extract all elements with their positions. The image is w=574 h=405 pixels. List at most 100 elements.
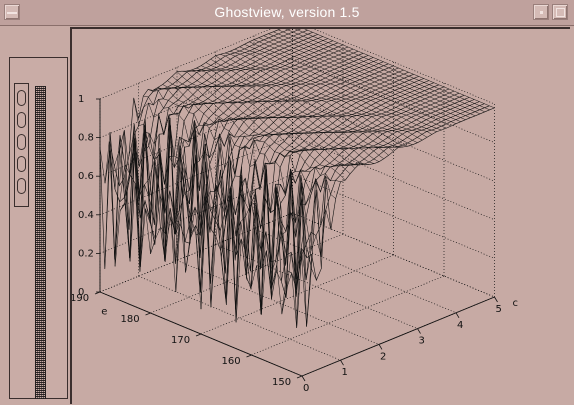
surface-line-c bbox=[114, 117, 317, 315]
page-thumbnail-3[interactable] bbox=[17, 134, 26, 150]
surface-line-c bbox=[123, 119, 327, 270]
surface-line-c bbox=[225, 52, 428, 138]
grid-line bbox=[176, 260, 380, 345]
surface-line-c bbox=[278, 29, 481, 115]
e-tick-label: 170 bbox=[171, 335, 190, 346]
surface-line-c bbox=[157, 87, 360, 166]
c-tick-label: 2 bbox=[380, 351, 386, 362]
surface-line-e bbox=[99, 29, 281, 270]
surface-plot: 0 0.2 0.4 0.6 0.8 1 190 180 170 160 150 e 0 1 2 3 4 5c bbox=[72, 29, 518, 394]
surface-line-c bbox=[104, 119, 308, 329]
surface-line-c bbox=[210, 58, 413, 145]
surface-line-c bbox=[294, 29, 490, 111]
e-tick-label: 180 bbox=[121, 314, 140, 325]
e-tick-label: 150 bbox=[272, 377, 291, 388]
window-menu-icon bbox=[7, 12, 17, 14]
c-tick bbox=[417, 328, 421, 334]
c-tick-label: 3 bbox=[419, 336, 425, 347]
grid-line bbox=[292, 135, 495, 221]
minimize-icon bbox=[540, 11, 543, 14]
z-tick-label: 0.2 bbox=[78, 248, 94, 259]
surface-line-c bbox=[176, 71, 380, 162]
page-thumbnail-1[interactable] bbox=[17, 90, 26, 106]
surface-line-c bbox=[99, 132, 303, 315]
surface-line-c bbox=[200, 65, 404, 148]
grid-line bbox=[292, 96, 495, 182]
window-menu-button[interactable] bbox=[4, 4, 20, 20]
c-axis-label: c bbox=[513, 298, 519, 309]
e-tick bbox=[94, 291, 101, 295]
surface-line-e bbox=[276, 97, 470, 280]
grid-line bbox=[138, 275, 341, 361]
z-tick-label: 1 bbox=[78, 94, 84, 105]
c-tick-label: 0 bbox=[303, 383, 309, 394]
c-tick bbox=[494, 296, 498, 303]
c-tick-label: 1 bbox=[342, 367, 348, 378]
surface-line-c bbox=[109, 138, 312, 327]
axis-labels: 0 0.2 0.4 0.6 0.8 1 190 180 170 160 150 e 0 1 2 3 4 5c bbox=[72, 94, 518, 394]
surface-mesh bbox=[99, 29, 495, 329]
page-thumbnails[interactable] bbox=[14, 83, 29, 207]
surface-line-c bbox=[138, 102, 341, 182]
z-tick-label: 0.4 bbox=[78, 210, 94, 221]
c-tick-label: 5 bbox=[496, 304, 502, 315]
surface-line-c bbox=[273, 31, 476, 117]
surface-line-c bbox=[229, 51, 433, 135]
document-viewport[interactable]: 0 0.2 0.4 0.6 0.8 1 190 180 170 160 150 e 0 1 2 3 4 5c bbox=[70, 27, 570, 404]
grid-line bbox=[313, 29, 495, 105]
e-tick bbox=[296, 375, 303, 379]
surface-line-c bbox=[172, 76, 375, 164]
page-thumbnail-2[interactable] bbox=[17, 112, 26, 128]
c-tick bbox=[301, 375, 306, 382]
e-tick bbox=[246, 354, 252, 358]
surface-line-c bbox=[239, 46, 442, 131]
surface-line-c bbox=[234, 48, 437, 132]
c-tick bbox=[378, 344, 383, 350]
surface-line-c bbox=[268, 33, 471, 118]
e-tick bbox=[195, 333, 202, 337]
page-thumbnail-4[interactable] bbox=[17, 156, 26, 172]
z-tick-label: 0.8 bbox=[78, 133, 94, 144]
surface-line-c bbox=[181, 70, 384, 160]
surface-line-c bbox=[167, 80, 370, 165]
surface-line-c bbox=[263, 35, 466, 120]
window-titlebar: Ghostview, version 1.5 bbox=[0, 0, 574, 26]
surface-line-c bbox=[215, 55, 418, 143]
surface-line-c bbox=[143, 95, 346, 181]
e-axis-label: e bbox=[101, 306, 107, 317]
grid-line bbox=[292, 174, 495, 259]
c-axis bbox=[301, 296, 495, 377]
window-title: Ghostview, version 1.5 bbox=[214, 4, 360, 20]
surface-line-c bbox=[196, 67, 399, 148]
surface-line-c bbox=[258, 37, 461, 122]
surface-line-c bbox=[152, 88, 356, 169]
page-thumbnail-5[interactable] bbox=[17, 178, 26, 194]
table-of-contents-scrollbar-texture bbox=[36, 86, 45, 399]
minimize-button[interactable] bbox=[533, 4, 549, 20]
surface-line-c bbox=[253, 39, 457, 124]
surface-line-c bbox=[128, 132, 332, 230]
c-tick-label: 4 bbox=[457, 320, 463, 331]
surface-line-c bbox=[285, 29, 485, 113]
surface-line-c bbox=[186, 70, 389, 156]
c-tick bbox=[340, 359, 344, 366]
surface-line-c bbox=[205, 62, 408, 147]
c-tick bbox=[455, 312, 460, 319]
grid-line bbox=[292, 212, 495, 298]
e-tick bbox=[145, 312, 151, 316]
z-tick-label: 0.6 bbox=[78, 171, 94, 182]
surface-line-c bbox=[249, 41, 452, 127]
grid-line bbox=[215, 244, 418, 329]
z-tick-label: 0 bbox=[78, 287, 84, 298]
e-tick-label: 190 bbox=[72, 293, 89, 304]
maximize-icon bbox=[556, 8, 565, 17]
maximize-button[interactable] bbox=[552, 4, 568, 20]
surface-line-e bbox=[135, 38, 328, 220]
surface-line-c bbox=[244, 44, 447, 129]
surface-line-c bbox=[148, 89, 351, 174]
surface-line-c bbox=[304, 29, 495, 109]
surface-line-c bbox=[220, 54, 423, 141]
surface-line-c bbox=[191, 69, 394, 152]
surface-line-c bbox=[119, 130, 322, 280]
e-tick-label: 160 bbox=[222, 356, 241, 367]
